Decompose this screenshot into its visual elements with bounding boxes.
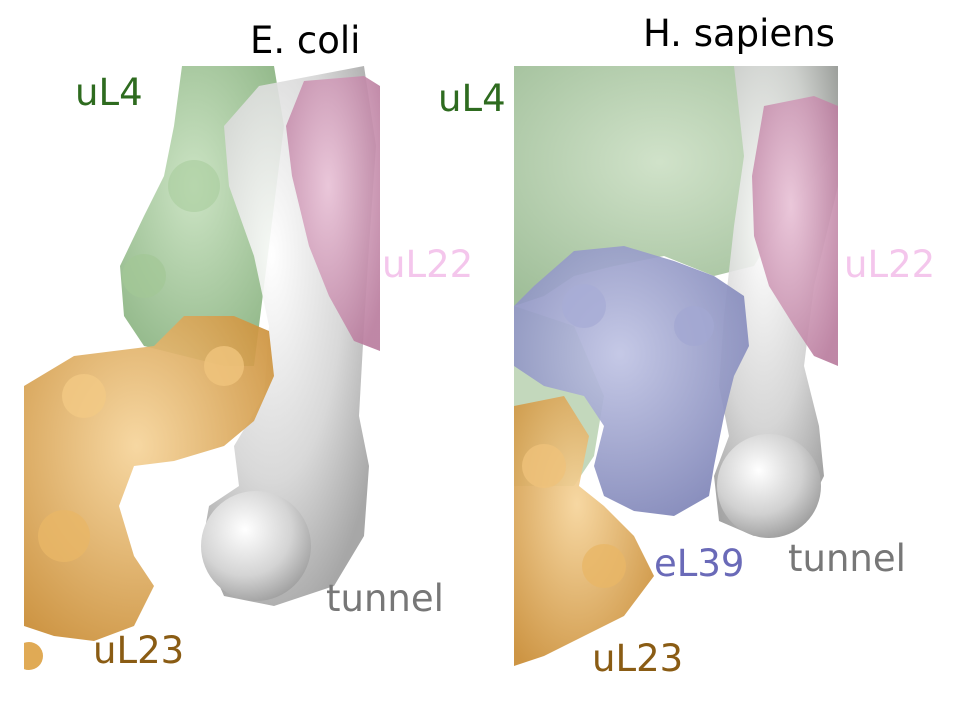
hsapiens-title: H. sapiens [643, 15, 835, 52]
hsapiens-ul23-label: uL23 [592, 640, 683, 677]
ecoli-tunnel-label: tunnel [326, 580, 444, 617]
ecoli-ul22-label: uL22 [382, 246, 473, 283]
ecoli-title: E. coli [250, 22, 360, 59]
ecoli-ul4-label: uL4 [75, 74, 143, 111]
hsapiens-ul22-label: uL22 [844, 246, 935, 283]
hsapiens-tunnel-label: tunnel [788, 540, 906, 577]
ecoli-ul23-label: uL23 [93, 632, 184, 669]
hsapiens-ul4-label: uL4 [438, 80, 506, 117]
hsapiens-el39-label: eL39 [654, 545, 744, 582]
